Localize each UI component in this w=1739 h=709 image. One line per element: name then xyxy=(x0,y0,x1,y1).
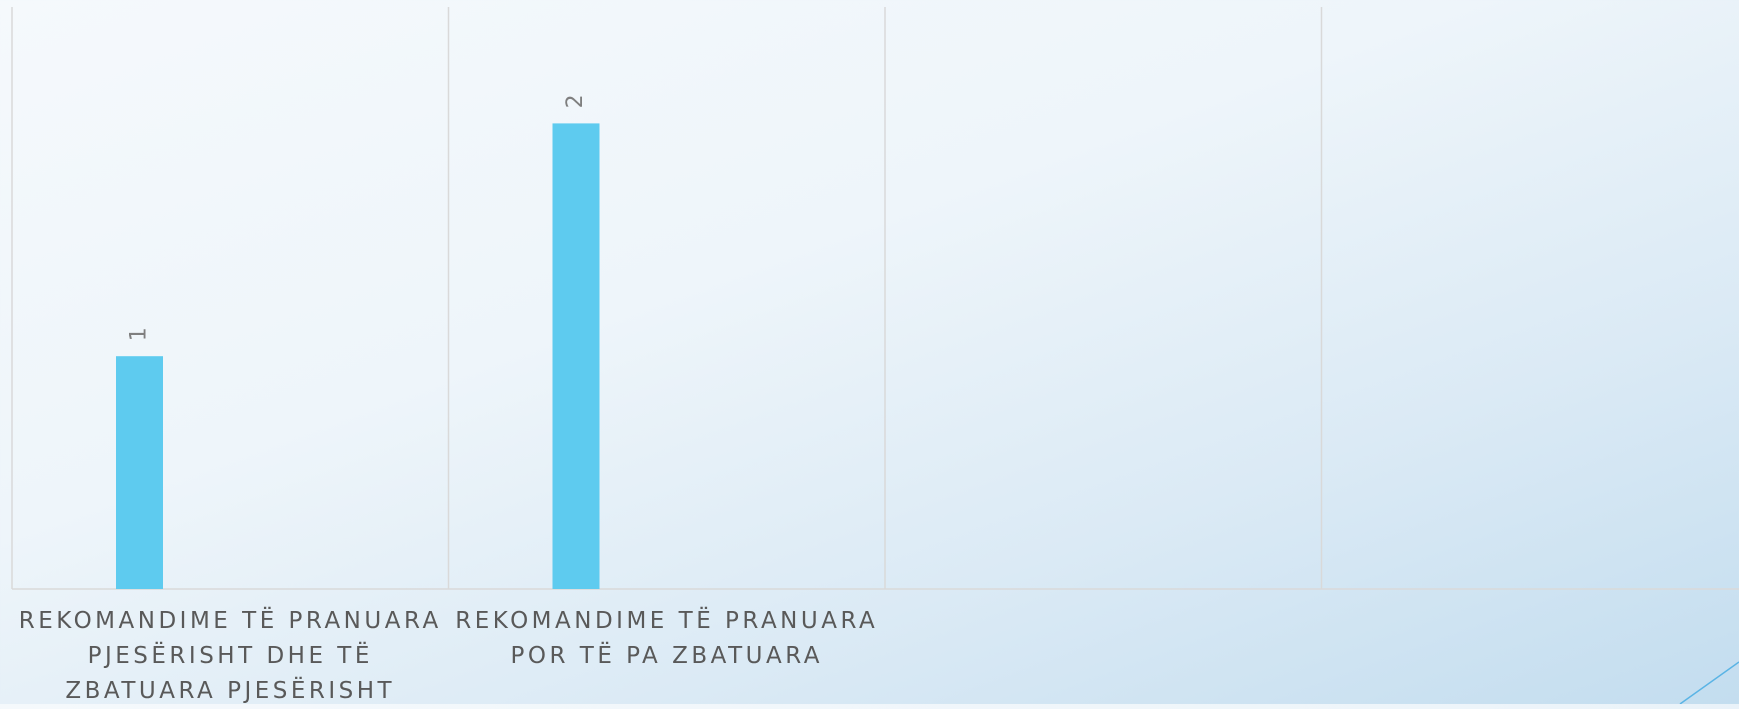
bar xyxy=(552,123,600,590)
x-tick-label: REKOMANDIME TË PRANUARA PJESËRISHT DHE T… xyxy=(18,608,442,704)
data-label: 1 xyxy=(127,327,152,341)
decoration xyxy=(1679,661,1739,704)
data-label: 2 xyxy=(563,94,588,108)
bar xyxy=(116,356,163,589)
x-tick-label: REKOMANDIME TË PRANUARA POR TË PA ZBATUA… xyxy=(455,608,879,669)
